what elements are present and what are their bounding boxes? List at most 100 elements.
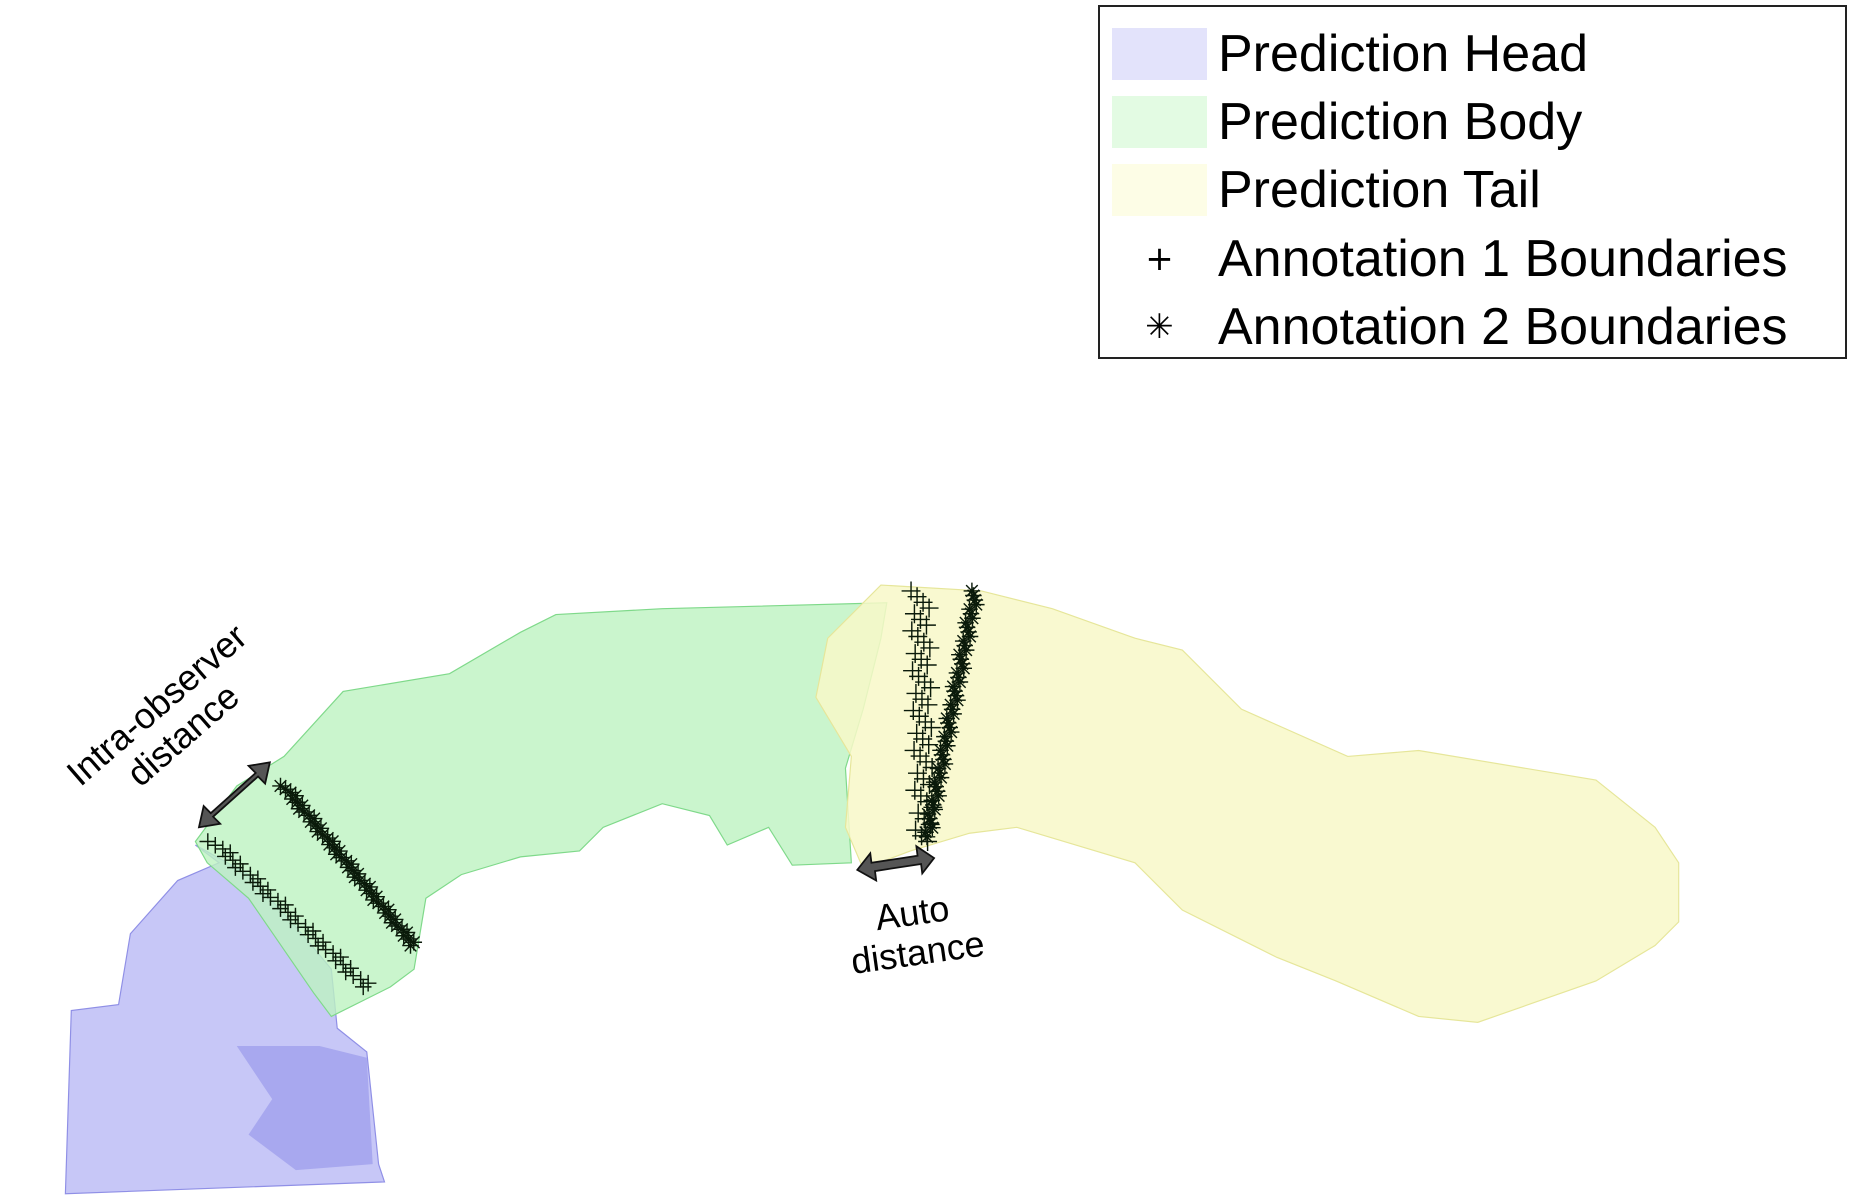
plus-marker [244, 874, 262, 891]
asterisk-marker [956, 637, 973, 654]
asterisk-marker [272, 777, 289, 795]
asterisk-marker [922, 814, 940, 832]
legend-label: Annotation 1 Boundaries [1218, 230, 1788, 288]
plus-marker [279, 904, 297, 921]
asterisk-marker [947, 687, 965, 704]
legend-label: Prediction Head [1218, 25, 1588, 83]
asterisk-marker [370, 894, 387, 912]
plus-marker [921, 718, 941, 738]
prediction-tail-region [815, 584, 1680, 1023]
plus-marker [307, 930, 324, 947]
asterisk-marker [951, 673, 969, 691]
asterisk-marker [921, 810, 938, 827]
plus-marker [352, 971, 369, 988]
plus-marker [269, 892, 287, 910]
plus-marker [254, 885, 272, 902]
asterisk-marker [300, 807, 318, 824]
asterisk-marker [933, 746, 951, 764]
asterisk-marker [962, 605, 980, 622]
asterisk-marker [923, 792, 941, 809]
plus-marker [297, 918, 314, 936]
plus-marker [272, 900, 289, 917]
asterisk-marker [327, 846, 345, 863]
plus-marker [317, 941, 334, 958]
asterisk-marker [337, 852, 355, 870]
asterisk-marker [968, 596, 985, 613]
asterisk-marker [954, 632, 972, 650]
asterisk-marker [381, 907, 399, 925]
asterisk-marker [936, 755, 954, 773]
asterisk-marker [931, 764, 948, 782]
plus-marker [252, 877, 269, 895]
asterisk-marker [284, 790, 301, 808]
asterisk-marker [919, 805, 937, 823]
plus-marker [289, 915, 307, 932]
asterisk-marker [400, 930, 418, 948]
asterisk-marker [957, 614, 974, 632]
asterisk-marker [319, 829, 336, 847]
asterisk-marker [358, 881, 375, 899]
asterisk-marker [363, 885, 380, 902]
plus-marker [918, 695, 938, 715]
plus-marker [917, 655, 937, 675]
asterisk-marker [961, 600, 978, 618]
asterisk-marker [948, 664, 966, 682]
plus-marker [309, 937, 327, 955]
prediction-head-shade [236, 1045, 373, 1171]
legend-label: Prediction Tail [1218, 161, 1541, 219]
plus-marker [337, 963, 354, 981]
plus-marker-icon: + [1145, 239, 1174, 279]
asterisk-marker [344, 862, 362, 879]
asterisk-marker [926, 801, 944, 818]
plus-marker [299, 926, 317, 943]
asterisk-marker [946, 682, 963, 700]
asterisk-marker [290, 800, 308, 818]
asterisk-marker [402, 937, 419, 954]
asterisk-marker [939, 737, 956, 755]
asterisk-marker [917, 823, 934, 841]
plus-marker [224, 851, 242, 869]
asterisk-marker [935, 751, 952, 768]
asterisk-marker [944, 678, 962, 695]
asterisk-marker [938, 710, 956, 727]
asterisk-marker [937, 732, 955, 750]
plus-marker [282, 911, 299, 929]
asterisk-marker [924, 819, 941, 836]
plus-marker [920, 638, 940, 658]
prediction-body-region [194, 602, 888, 1018]
asterisk-marker [356, 875, 374, 892]
asterisk-marker [309, 823, 326, 840]
plus-marker [207, 836, 224, 854]
legend: Prediction Head Prediction Body Predicti… [1098, 5, 1847, 359]
asterisk-marker [346, 868, 364, 886]
asterisk-marker [388, 917, 406, 935]
head-swatch [1112, 28, 1207, 80]
asterisk-marker [965, 587, 982, 604]
asterisk-marker [960, 623, 977, 641]
asterisk-marker [943, 701, 961, 718]
asterisk-marker [932, 742, 949, 759]
asterisk-marker [957, 641, 975, 659]
plus-marker [921, 678, 941, 698]
asterisk-marker [939, 714, 957, 732]
annotation-markers [199, 581, 985, 996]
auto-distance-arrow [855, 844, 936, 883]
asterisk-marker [929, 760, 947, 777]
asterisk-marker [393, 920, 411, 938]
plus-marker [199, 833, 217, 850]
asterisk-marker [936, 728, 953, 745]
asterisk-marker [945, 705, 962, 723]
asterisk-marker [365, 891, 382, 909]
plus-marker [327, 952, 344, 970]
asterisk-marker [326, 839, 343, 857]
plus-marker [234, 863, 252, 880]
asterisk-marker [949, 691, 966, 709]
asterisk-marker [942, 696, 959, 714]
asterisk-marker [314, 826, 331, 844]
tail-swatch [1112, 164, 1207, 216]
asterisk-marker [351, 872, 369, 889]
asterisk-marker [963, 582, 981, 600]
plus-marker [917, 615, 936, 635]
asterisk-marker [928, 782, 946, 800]
legend-label: Annotation 2 Boundaries [1218, 298, 1788, 356]
